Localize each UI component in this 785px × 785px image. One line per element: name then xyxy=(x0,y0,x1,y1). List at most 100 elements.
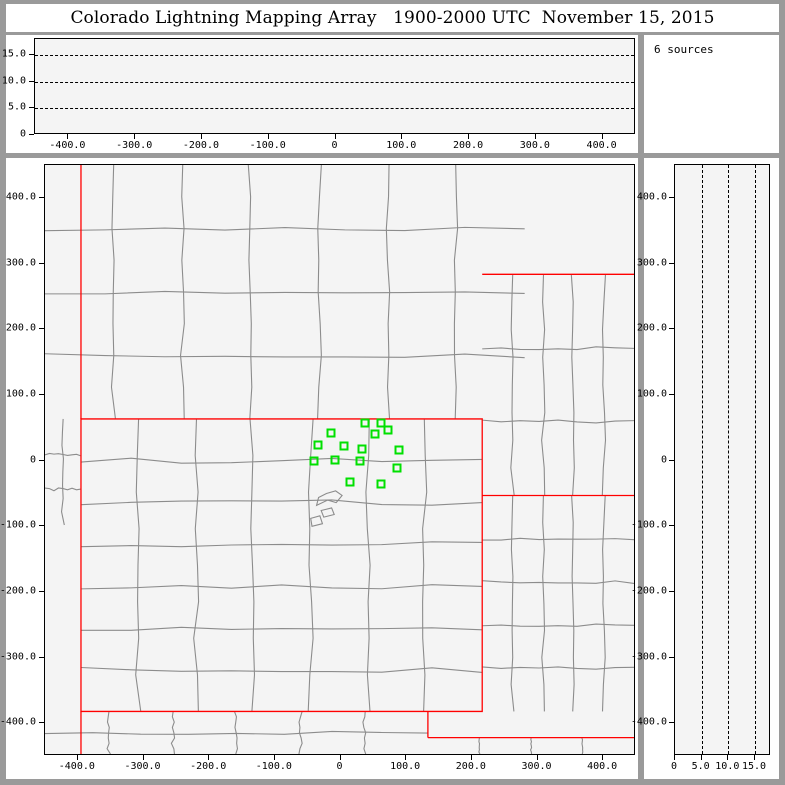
source-marker[interactable] xyxy=(394,445,404,455)
ytick-label: -200.0 xyxy=(630,585,667,597)
xtick-label: 0 xyxy=(670,761,678,772)
xtick xyxy=(208,755,210,760)
source-marker[interactable] xyxy=(309,456,319,465)
sources-count-label: 6 sources xyxy=(654,43,714,56)
gridline-x xyxy=(755,165,756,754)
sources-panel: 6 sources xyxy=(644,35,779,153)
xtick-label: 0 xyxy=(331,140,338,151)
ytick-label: 0 xyxy=(19,128,26,140)
ytick xyxy=(669,722,674,724)
plan-view-plot[interactable] xyxy=(44,164,635,755)
ytick-label: 10.0 xyxy=(1,75,26,87)
map-panel: -400.0 -300.0 -200.0 -100.0 0 100.0 200.0 300.0… xyxy=(0,158,638,779)
source-marker[interactable] xyxy=(392,463,402,473)
ytick-label: 0 xyxy=(29,454,36,465)
ytick-label: 15.0 xyxy=(1,48,26,60)
source-marker[interactable] xyxy=(370,429,380,439)
xtick xyxy=(401,134,403,139)
ytick xyxy=(669,656,674,658)
source-marker[interactable] xyxy=(357,444,366,454)
xtick xyxy=(700,755,702,760)
ytick xyxy=(39,393,44,395)
xtick-label: 10.0 xyxy=(715,761,740,772)
ytick xyxy=(29,134,34,135)
ytick-label: -300.0 xyxy=(0,651,36,662)
xtick-label: 100.0 xyxy=(386,140,417,151)
source-marker[interactable] xyxy=(326,428,336,438)
ytick-label: 5.0 xyxy=(7,101,26,113)
ytick xyxy=(39,656,44,658)
xtick xyxy=(727,755,729,760)
xtick-label: 200.0 xyxy=(455,761,486,772)
gridline-x xyxy=(728,165,730,754)
ytick-label: 0 xyxy=(660,454,667,465)
source-marker[interactable] xyxy=(376,479,386,489)
xtick-label: 0 xyxy=(336,761,343,772)
source-marker[interactable] xyxy=(345,477,355,486)
ytick-label: -400.0 xyxy=(630,716,667,728)
ytick-label: -300.0 xyxy=(630,651,667,662)
ytick-label: 200.0 xyxy=(5,322,36,334)
ytick xyxy=(669,393,674,395)
xtick-label: 5.0 xyxy=(691,761,710,772)
ytick xyxy=(669,525,674,527)
xtick xyxy=(339,755,341,760)
ytick xyxy=(39,459,44,461)
ytick xyxy=(669,196,674,198)
xtick xyxy=(468,134,470,139)
ytick xyxy=(669,262,674,264)
xtick xyxy=(601,134,603,139)
xtick-label: -100.0 xyxy=(249,140,286,151)
ytick xyxy=(39,722,44,724)
ytick xyxy=(39,328,44,330)
xtick-label: -100.0 xyxy=(255,761,292,772)
xtick-label: -400.0 xyxy=(58,761,95,772)
xtick xyxy=(534,134,536,139)
source-marker[interactable] xyxy=(339,441,349,451)
gridline-x xyxy=(701,165,703,754)
xtick-label: -300.0 xyxy=(124,761,161,772)
sources-box: 6 sources xyxy=(648,38,776,150)
xtick-label: 200.0 xyxy=(452,140,484,151)
xtick-label: -200.0 xyxy=(190,761,227,772)
gridline-y xyxy=(35,108,634,110)
xtick-label: 15.0 xyxy=(741,761,767,772)
xtick xyxy=(536,755,538,760)
altitude-vs-east-plot xyxy=(34,38,635,134)
xtick xyxy=(470,755,472,760)
xtick xyxy=(674,755,675,760)
state-county-map xyxy=(45,165,634,754)
source-marker[interactable] xyxy=(376,418,386,428)
ytick-label: 100.0 xyxy=(636,388,667,400)
ytick xyxy=(29,107,34,109)
ytick xyxy=(39,196,44,198)
title-bar: Colorado Lightning Mapping Array 1900-20… xyxy=(6,4,779,32)
xtick xyxy=(142,755,144,760)
source-marker[interactable] xyxy=(360,418,370,428)
ytick-label: -100.0 xyxy=(630,519,667,531)
ytick-label: 300.0 xyxy=(5,257,36,268)
ytick xyxy=(39,525,44,527)
ytick-label: -200.0 xyxy=(0,585,36,597)
source-marker[interactable] xyxy=(330,455,340,465)
xtick xyxy=(134,134,136,139)
xtick xyxy=(200,134,202,139)
ytick-label: -100.0 xyxy=(0,519,36,531)
altitude-vs-north-panel: -400.0 -300.0 -200.0 -100.0 0 100.0 200.0 300.0… xyxy=(631,158,779,779)
xtick-label: -400.0 xyxy=(49,140,86,151)
page-title: Colorado Lightning Mapping Array 1900-20… xyxy=(70,8,715,28)
source-marker[interactable] xyxy=(313,440,323,450)
xtick-label: 300.0 xyxy=(519,140,550,151)
ytick-label: 300.0 xyxy=(636,257,667,268)
ytick xyxy=(39,262,44,264)
ytick-label: 100.0 xyxy=(5,388,36,400)
ytick-label: 200.0 xyxy=(636,322,667,334)
source-marker[interactable] xyxy=(355,456,365,465)
xtick xyxy=(405,755,407,760)
source-marker[interactable] xyxy=(383,425,393,435)
xtick xyxy=(76,755,78,760)
ytick xyxy=(39,590,44,592)
xtick-label: 400.0 xyxy=(586,140,617,151)
xtick-label: -300.0 xyxy=(116,140,153,151)
